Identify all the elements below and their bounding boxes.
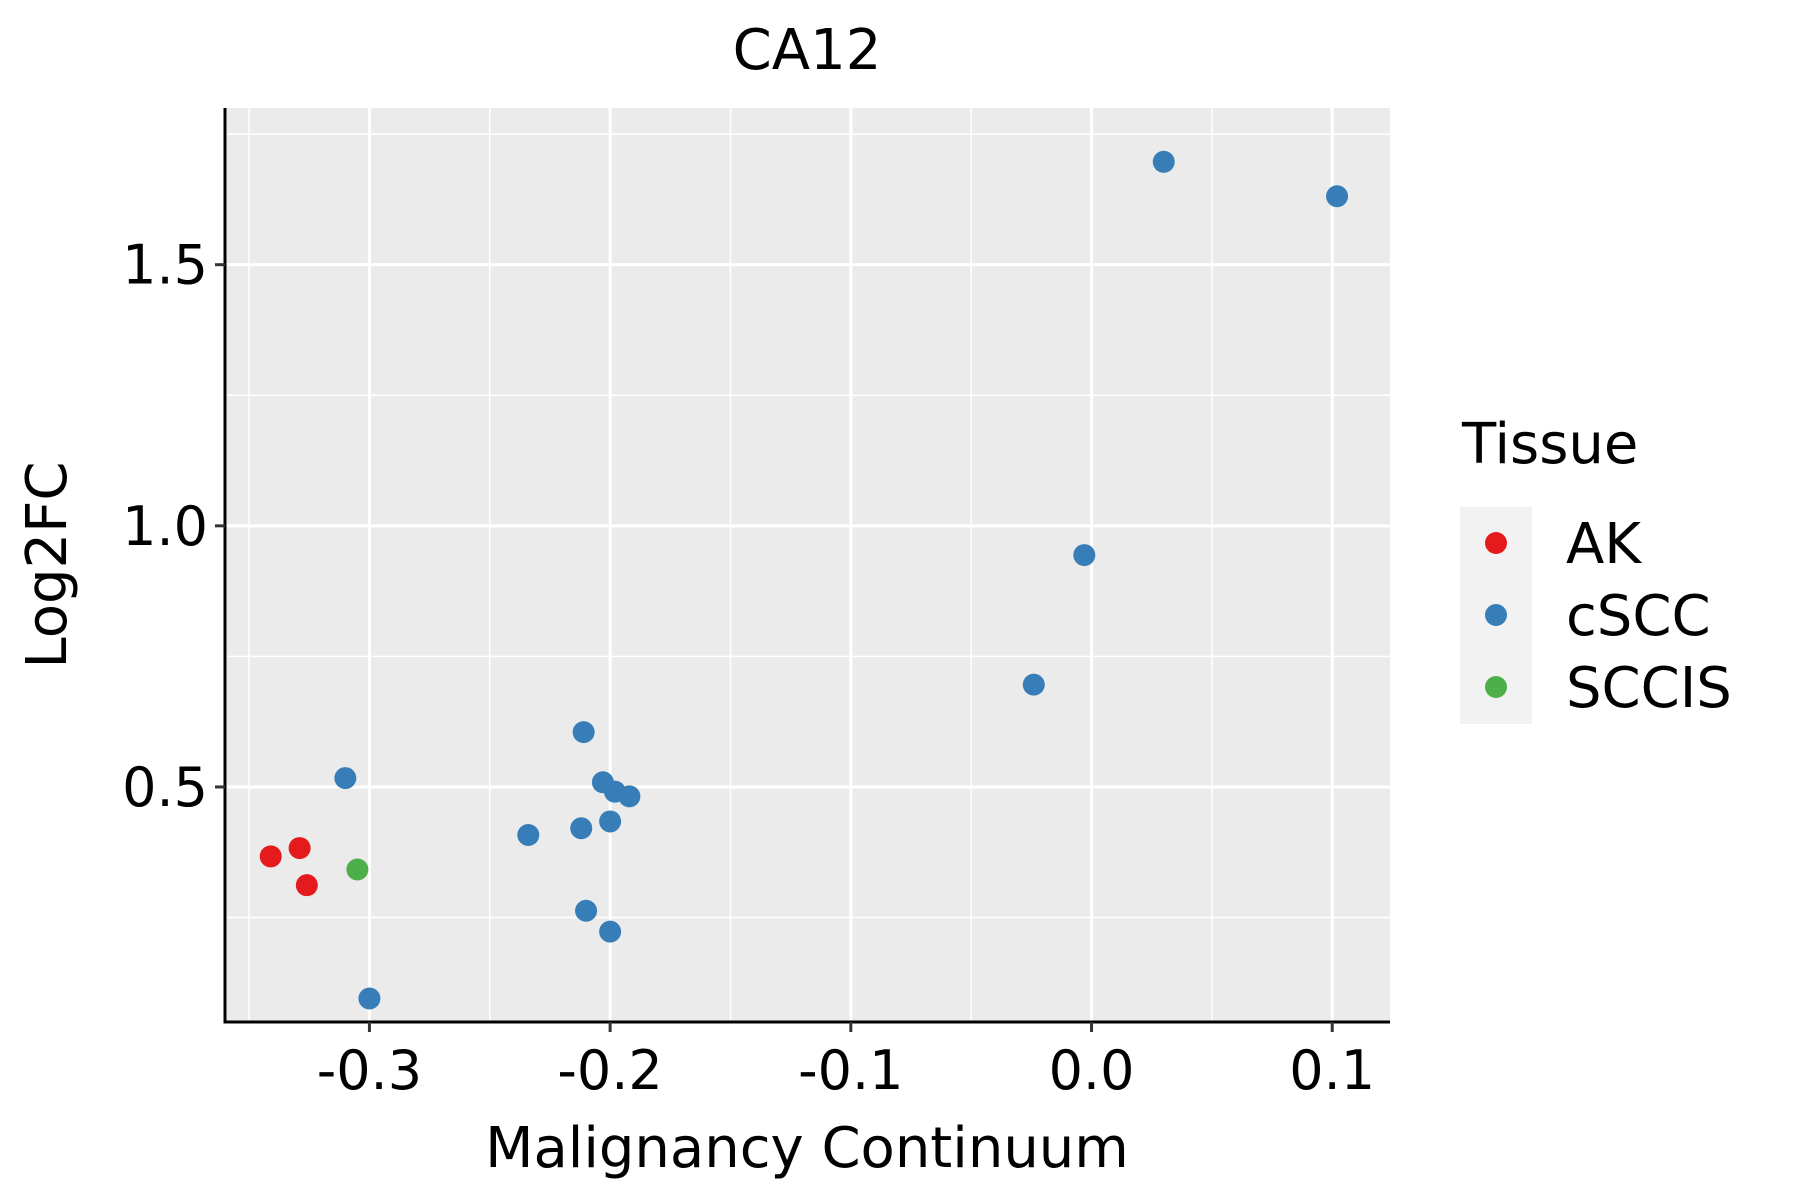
point-cscc: [572, 721, 595, 744]
legend-title: Tissue: [1461, 412, 1638, 477]
point-cscc: [599, 920, 622, 943]
chart-title: CA12: [733, 18, 882, 83]
x-tick-label: -0.1: [798, 1039, 903, 1102]
y-tick-label: 1.5: [122, 234, 208, 297]
data-points: [259, 150, 1349, 1010]
point-cscc: [1326, 185, 1349, 208]
x-tick-label: 0.0: [1049, 1039, 1135, 1102]
legend-key-sccis: [1485, 676, 1507, 698]
y-tick-label: 0.5: [122, 756, 208, 819]
y-axis-title: Log2FC: [15, 462, 80, 669]
point-cscc: [1022, 673, 1045, 696]
legend-key-ak: [1485, 532, 1507, 554]
grid-major: [225, 108, 1390, 1022]
x-tick-label: -0.2: [557, 1039, 662, 1102]
point-ak: [288, 837, 311, 860]
plot-panel: [225, 108, 1390, 1022]
point-cscc: [1152, 150, 1175, 173]
x-tick-label: 0.1: [1289, 1039, 1375, 1102]
point-cscc: [1073, 544, 1096, 567]
point-ak: [259, 845, 282, 868]
x-axis-title: Malignancy Continuum: [485, 1116, 1129, 1181]
y-tick-label: 1.0: [122, 495, 208, 558]
point-cscc: [517, 824, 540, 847]
point-cscc: [358, 987, 381, 1010]
legend-label-cscc: cSCC: [1566, 584, 1711, 649]
legend: Tissue AK cSCC SCCIS: [1460, 412, 1732, 724]
point-cscc: [575, 899, 598, 922]
x-tick-label: -0.3: [317, 1039, 422, 1102]
point-cscc: [599, 810, 622, 833]
legend-label-ak: AK: [1566, 512, 1642, 577]
point-cscc: [570, 817, 593, 840]
point-sccis: [346, 858, 369, 881]
x-axis-ticks: -0.3 -0.2 -0.1 0.0 0.1: [317, 1022, 1375, 1102]
point-ak: [295, 874, 318, 897]
y-axis-ticks: 0.5 1.0 1.5: [122, 234, 225, 819]
legend-entries: AK cSCC SCCIS: [1485, 512, 1732, 721]
grid-minor: [225, 108, 1390, 1022]
legend-key-cscc: [1485, 604, 1507, 626]
legend-label-sccis: SCCIS: [1566, 656, 1732, 721]
point-cscc: [618, 785, 641, 808]
point-cscc: [334, 767, 357, 790]
